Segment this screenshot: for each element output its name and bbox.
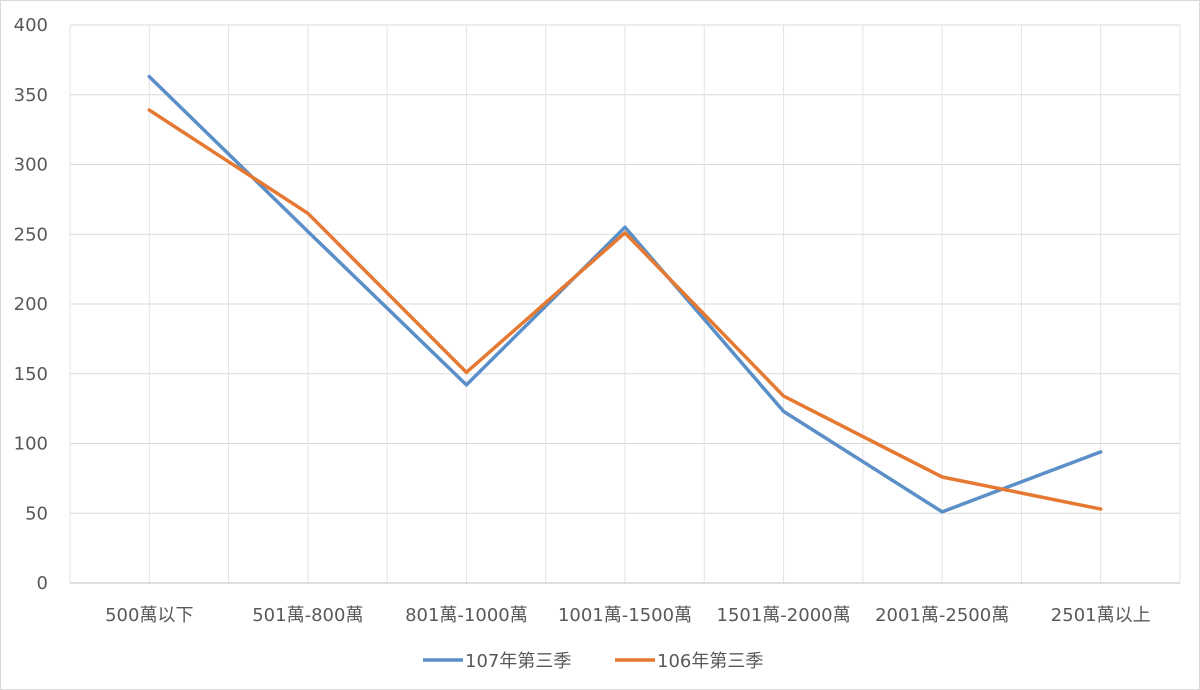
legend-label-1: 106年第三季 (657, 651, 763, 672)
y-tick-label: 300 (14, 155, 48, 176)
axes: 0 50 100 150 200 250 300 350 400 500萬以下 501萬-800萬 8… (14, 15, 1180, 626)
x-tick-label: 1001萬-1500萬 (558, 605, 692, 626)
gridlines (69, 24, 1181, 583)
y-tick-label: 0 (37, 573, 48, 594)
legend: 107年第三季 106年第三季 (423, 651, 763, 672)
x-tick-label: 801萬-1000萬 (405, 605, 528, 626)
x-tick-label: 501萬-800萬 (252, 605, 363, 626)
y-tick-label: 150 (14, 364, 48, 385)
x-tick-label: 1501萬-2000萬 (717, 605, 851, 626)
y-tick-label: 400 (14, 15, 48, 36)
y-tick-label: 50 (25, 503, 48, 524)
x-tick-label: 500萬以下 (105, 605, 193, 626)
x-tick-label: 2001萬-2500萬 (875, 605, 1009, 626)
y-tick-label: 200 (14, 294, 48, 315)
y-tick-label: 250 (14, 224, 48, 245)
series-lines (147, 74, 1103, 514)
y-tick-label: 100 (14, 434, 48, 455)
legend-label-0: 107年第三季 (465, 651, 571, 672)
x-tick-label: 2501萬以上 (1051, 605, 1151, 626)
y-tick-label: 350 (14, 85, 48, 106)
